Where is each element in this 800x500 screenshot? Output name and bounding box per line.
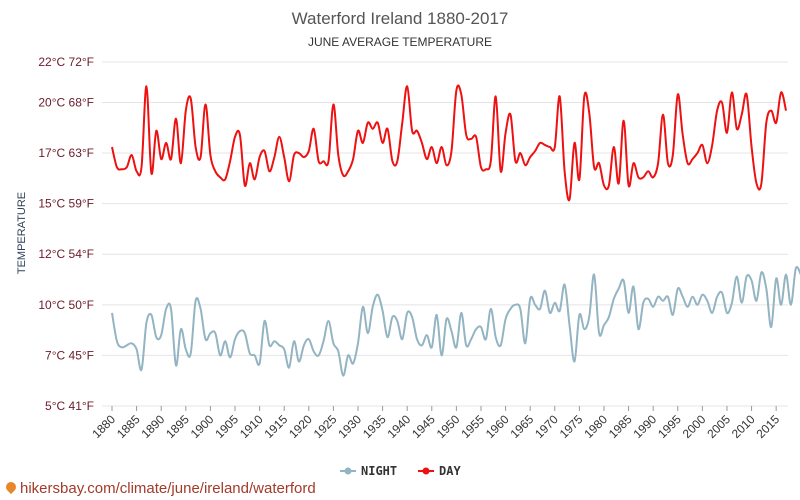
chart-title: Waterford Ireland 1880-2017 <box>292 9 509 28</box>
y-tick-labels: 22°C 72°F 20°C 68°F 17°C 63°F 15°C 59°F 12°C… <box>38 55 94 413</box>
x-tick-label: 1880 <box>89 412 118 441</box>
y-tick-label: 10°C 50°F <box>38 298 94 312</box>
x-tick-label: 1920 <box>286 412 315 441</box>
x-tick-label: 1925 <box>311 412 340 441</box>
x-tick-label: 1935 <box>360 412 389 441</box>
footer-link-text[interactable]: hikersbay.com/climate/june/ireland/water… <box>20 480 316 497</box>
y-tick-label: 5°C 41°F <box>45 399 94 413</box>
x-tick-label: 1895 <box>163 412 192 441</box>
x-tick-label: 1940 <box>385 412 414 441</box>
y-tick-label: 7°C 45°F <box>45 348 94 362</box>
x-tick-label: 1955 <box>458 412 487 441</box>
x-tick-label: 1950 <box>434 412 463 441</box>
x-tick-label: 2015 <box>754 412 783 441</box>
x-tick-label: 1905 <box>212 412 241 441</box>
x-tick-label: 1915 <box>262 412 291 441</box>
series-lines <box>111 84 800 377</box>
x-tick-label: 1975 <box>557 412 586 441</box>
series-line-day <box>111 84 787 202</box>
x-tick-label: 1910 <box>237 412 266 441</box>
series-line-night <box>111 266 800 377</box>
y-axis-label: TEMPERATURE <box>16 192 28 274</box>
x-tick-label: 2000 <box>680 412 709 441</box>
x-tick-label: 1900 <box>188 412 217 441</box>
legend-item-day[interactable]: DAY <box>418 464 461 478</box>
x-tick-label: 1930 <box>335 412 364 441</box>
legend: NIGHT DAY <box>340 464 461 478</box>
grid <box>102 61 788 407</box>
y-tick-label: 20°C 68°F <box>38 95 94 109</box>
x-tick-label: 1885 <box>114 412 143 441</box>
x-tick-labels: 1880188518901895190019051910191519201925… <box>89 406 783 441</box>
chart-subtitle: JUNE AVERAGE TEMPERATURE <box>308 35 492 49</box>
x-tick-label: 1985 <box>606 412 635 441</box>
footer-source[interactable]: hikersbay.com/climate/june/ireland/water… <box>3 479 316 497</box>
y-tick-label: 15°C 59°F <box>38 197 94 211</box>
x-tick-label: 1960 <box>483 412 512 441</box>
legend-label: DAY <box>439 464 461 478</box>
location-pin-icon <box>3 479 19 495</box>
x-tick-label: 1890 <box>139 412 168 441</box>
x-tick-label: 1970 <box>532 412 561 441</box>
x-tick-label: 1995 <box>655 412 684 441</box>
x-tick-label: 2005 <box>704 412 733 441</box>
x-tick-label: 1980 <box>581 412 610 441</box>
legend-label: NIGHT <box>361 464 397 478</box>
x-tick-label: 1945 <box>409 412 438 441</box>
y-tick-label: 22°C 72°F <box>38 55 94 69</box>
x-tick-label: 1990 <box>631 412 660 441</box>
legend-item-night[interactable]: NIGHT <box>340 464 397 478</box>
legend-swatch-dot <box>422 467 430 475</box>
y-tick-label: 12°C 54°F <box>38 247 94 261</box>
legend-swatch-dot <box>344 467 352 475</box>
x-tick-label: 2010 <box>729 412 758 441</box>
y-tick-label: 17°C 63°F <box>38 146 94 160</box>
x-tick-label: 1965 <box>508 412 537 441</box>
